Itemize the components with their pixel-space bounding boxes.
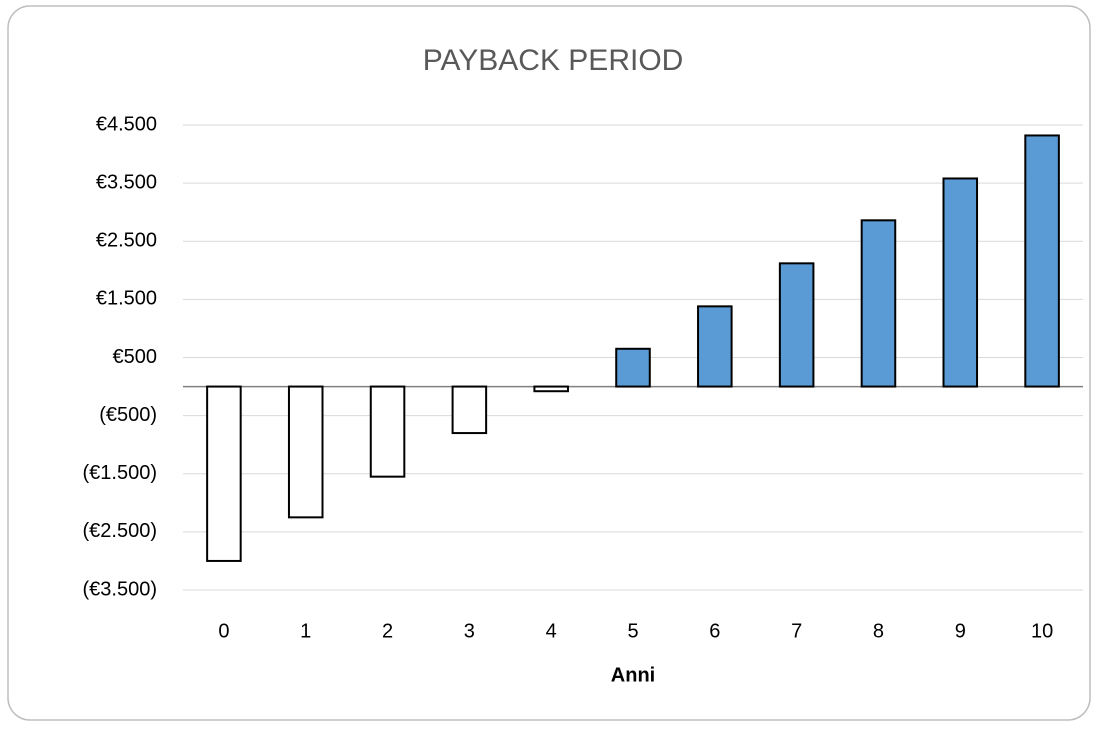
bar [778, 262, 815, 388]
bar [206, 385, 242, 562]
bar [697, 305, 733, 388]
x-tick-label: 6 [709, 620, 720, 642]
chart-border [7, 5, 1091, 721]
y-tick-label: (€1.500) [83, 462, 158, 484]
bar [287, 385, 324, 519]
x-tick-label: 3 [464, 620, 475, 642]
y-tick-label: €3.500 [96, 171, 157, 193]
x-tick-label: 8 [873, 620, 884, 642]
bar [533, 385, 569, 393]
x-tick-label: 9 [955, 620, 966, 642]
bar [369, 385, 406, 478]
bar [615, 347, 651, 388]
y-tick-label: (€3.500) [83, 578, 158, 600]
bar [942, 177, 979, 388]
bar [860, 219, 897, 388]
x-tick-label: 10 [1031, 620, 1053, 642]
bar [451, 385, 488, 435]
x-axis-label: Anni [611, 664, 655, 686]
x-tick-label: 2 [382, 620, 393, 642]
x-tick-label: 0 [218, 620, 229, 642]
y-tick-label: €2.500 [96, 230, 157, 252]
x-tick-label: 5 [627, 620, 638, 642]
x-tick-label: 4 [546, 620, 557, 642]
x-tick-label: 1 [300, 620, 311, 642]
x-tick-label: 7 [791, 620, 802, 642]
bar [1024, 134, 1060, 388]
y-tick-label: €1.500 [96, 288, 157, 310]
y-tick-label: (€2.500) [83, 520, 158, 542]
y-tick-label: €500 [113, 346, 158, 368]
y-tick-label: €4.500 [96, 113, 157, 135]
y-tick-label: (€500) [99, 404, 157, 426]
chart-title: PAYBACK PERIOD [423, 44, 684, 77]
